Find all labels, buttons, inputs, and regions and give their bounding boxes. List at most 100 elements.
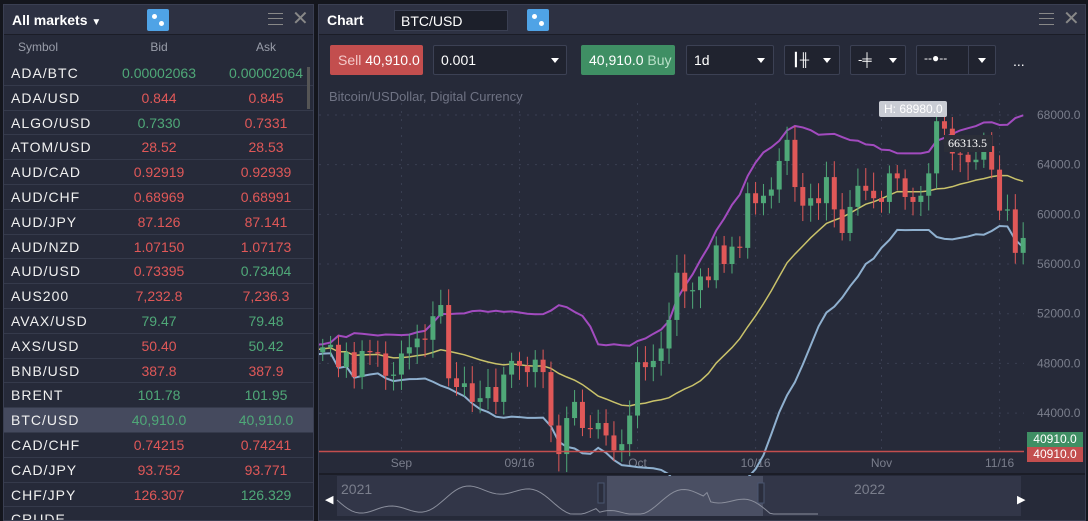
indicator-icon: -╪ bbox=[858, 52, 872, 67]
market-row[interactable]: AXS/USD 50.40 50.42 bbox=[4, 334, 313, 359]
sell-button[interactable]: Sell 40,910.0 bbox=[330, 45, 423, 75]
interval-value: 1d bbox=[694, 52, 710, 68]
symbol: AUD/CHF bbox=[11, 189, 81, 205]
candle bbox=[753, 193, 759, 204]
scroll-right-icon[interactable]: ▶ bbox=[1017, 494, 1026, 506]
close-icon[interactable]: ✕ bbox=[1063, 8, 1080, 30]
market-row[interactable]: ADA/USD 0.844 0.845 bbox=[4, 86, 313, 111]
market-row[interactable]: AUD/JPY 87.126 87.141 bbox=[4, 210, 313, 235]
symbol-input[interactable]: BTC/USD bbox=[394, 10, 508, 31]
symbol: ADA/BTC bbox=[11, 65, 79, 81]
ask-price-tag: 40910.0 bbox=[1027, 447, 1083, 462]
col-ask[interactable]: Ask bbox=[255, 40, 277, 54]
market-row[interactable]: AVAX/USD 79.47 79.48 bbox=[4, 309, 313, 334]
candle bbox=[682, 272, 688, 292]
close-icon[interactable]: ✕ bbox=[292, 8, 309, 30]
x-tick-label: 10/16 bbox=[741, 456, 771, 470]
high-label-bg bbox=[879, 101, 947, 117]
more-button[interactable]: ... bbox=[1013, 53, 1025, 69]
crosshair-label: 66313.5 bbox=[948, 136, 987, 150]
link-icon[interactable] bbox=[527, 9, 549, 31]
candle bbox=[871, 190, 877, 199]
candle bbox=[879, 198, 885, 202]
scroll-left-icon[interactable]: ◀ bbox=[325, 494, 334, 506]
ask-price: 387.9 bbox=[248, 362, 284, 379]
candle bbox=[446, 305, 452, 379]
col-symbol[interactable]: Symbol bbox=[18, 40, 59, 54]
market-row[interactable]: CRUDE bbox=[4, 507, 313, 520]
candle bbox=[587, 427, 593, 430]
market-row[interactable]: ATOM/USD 28.52 28.53 bbox=[4, 135, 313, 161]
ask-price: 7,236.3 bbox=[242, 288, 290, 305]
drawing-tools-select[interactable]: --●-- bbox=[916, 45, 996, 75]
market-row[interactable]: ALGO/USD 0.7330 0.7331 bbox=[4, 111, 313, 136]
chart-type-select[interactable]: ┃╫ bbox=[784, 45, 840, 75]
price-chart[interactable]: 68000.0 64000.0 60000.0 56000.0 52000.0 48000… bbox=[319, 83, 1086, 521]
candle bbox=[611, 435, 617, 451]
col-bid[interactable]: Bid bbox=[150, 40, 168, 54]
bid-price: 0.844 bbox=[141, 89, 177, 106]
menu-icon[interactable] bbox=[268, 13, 283, 25]
crosshair-label-bg bbox=[944, 135, 992, 152]
candle bbox=[406, 347, 412, 354]
ask-price: 28.53 bbox=[248, 139, 284, 156]
ask-price: 0.845 bbox=[248, 89, 284, 106]
indicators-select[interactable]: -╪ bbox=[850, 45, 906, 75]
market-row[interactable]: CHF/JPY 126.307 126.329 bbox=[4, 483, 313, 508]
market-row[interactable]: CAD/JPY 93.752 93.771 bbox=[4, 458, 313, 483]
candle bbox=[808, 198, 814, 206]
symbol: BNB/USD bbox=[11, 362, 81, 379]
candle bbox=[540, 359, 546, 373]
y-tick-label: 44000.0 bbox=[1037, 406, 1081, 420]
interval-select[interactable]: 1d bbox=[686, 45, 774, 75]
candle bbox=[477, 398, 483, 402]
market-row[interactable]: BTC/USD 40,910.0 40,910.0 bbox=[4, 408, 313, 433]
navigator-handle[interactable] bbox=[757, 482, 765, 504]
markets-dropdown[interactable]: All markets ▼ bbox=[12, 12, 101, 28]
bid-price: 87.126 bbox=[137, 213, 181, 230]
candle bbox=[635, 362, 641, 416]
quantity-select[interactable]: 0.001 bbox=[433, 45, 567, 75]
candle bbox=[556, 425, 562, 455]
market-row[interactable]: AUD/NZD 1.07150 1.07173 bbox=[4, 235, 313, 260]
candle bbox=[776, 160, 782, 190]
candle bbox=[941, 121, 947, 129]
candle bbox=[367, 350, 373, 353]
bid-price: 93.752 bbox=[137, 461, 181, 478]
market-row[interactable]: AUS200 7,232.8 7,236.3 bbox=[4, 284, 313, 309]
symbol: BRENT bbox=[11, 387, 64, 404]
candle bbox=[422, 338, 428, 340]
ask-price: 93.771 bbox=[244, 461, 288, 478]
candle bbox=[343, 352, 349, 368]
market-row[interactable]: AUD/USD 0.73395 0.73404 bbox=[4, 259, 313, 285]
upper-band-line bbox=[319, 114, 1024, 347]
symbol: ADA/USD bbox=[11, 89, 81, 106]
navigator-handle[interactable] bbox=[597, 482, 605, 504]
market-row[interactable]: AUD/CAD 0.92919 0.92939 bbox=[4, 160, 313, 185]
market-row[interactable]: CAD/CHF 0.74215 0.74241 bbox=[4, 433, 313, 458]
candle bbox=[674, 272, 680, 320]
candle bbox=[721, 245, 727, 265]
market-row[interactable]: ADA/BTC 0.00002063 0.00002064 bbox=[4, 61, 313, 86]
caret-down-icon bbox=[889, 58, 897, 63]
symbol: ALGO/USD bbox=[11, 114, 92, 131]
link-icon[interactable] bbox=[147, 9, 169, 31]
markets-header: All markets ▼ ✕ bbox=[4, 5, 313, 35]
candle bbox=[973, 159, 979, 163]
menu-icon[interactable] bbox=[1039, 13, 1054, 25]
y-tick-label: 64000.0 bbox=[1037, 158, 1081, 172]
sell-price: 40,910.0 bbox=[365, 52, 420, 68]
bid-price: 7,232.8 bbox=[135, 288, 183, 305]
candle bbox=[698, 276, 703, 291]
market-row[interactable]: BNB/USD 387.8 387.9 bbox=[4, 359, 313, 384]
candle bbox=[650, 360, 656, 368]
market-row[interactable]: AUD/CHF 0.68969 0.68991 bbox=[4, 185, 313, 210]
scrollbar[interactable] bbox=[307, 67, 310, 109]
buy-button[interactable]: 40,910.0 Buy bbox=[581, 45, 675, 75]
candle bbox=[760, 195, 766, 204]
candle bbox=[572, 401, 578, 419]
candle bbox=[823, 177, 829, 204]
candle bbox=[351, 352, 357, 378]
candle bbox=[792, 139, 798, 188]
market-row[interactable]: BRENT 101.78 101.95 bbox=[4, 383, 313, 409]
